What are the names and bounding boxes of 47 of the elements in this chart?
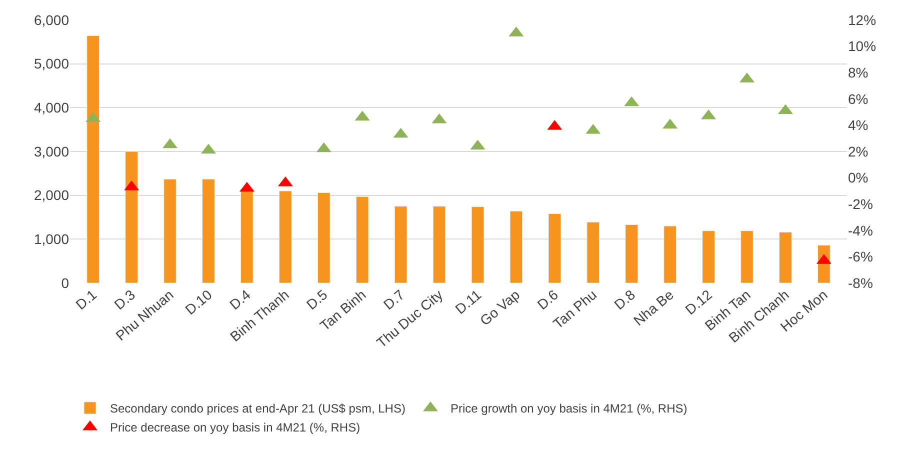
y2-tick-label: 8% — [848, 64, 868, 80]
y2-tick-label: 2% — [848, 143, 868, 160]
y-tick-label: 6,000 — [34, 12, 70, 28]
y2-tick-label: -6% — [848, 248, 873, 265]
y2-tick-label: 6% — [848, 90, 868, 107]
bar — [317, 192, 330, 283]
x-tick-label: D.3 — [110, 286, 138, 313]
x-tick-label: D.5 — [303, 286, 330, 313]
bar — [664, 226, 676, 283]
y2-tick-label: 12% — [848, 12, 876, 28]
y2-tick-label: 4% — [848, 117, 868, 134]
y-tick-label: 0 — [61, 274, 70, 291]
y-tick-label: 2,000 — [34, 187, 70, 204]
y2-tick-label: -4% — [848, 222, 873, 238]
bar — [86, 36, 100, 283]
y2-tick-label: 10% — [848, 38, 876, 54]
legend-label: Price decrease on yoy basis in 4M21 (%, RHS) — [110, 420, 360, 435]
bar — [586, 222, 600, 283]
bar — [240, 188, 254, 283]
y2-tick-label: 0% — [848, 170, 868, 186]
legend-label: Secondary condo prices at end-Apr 21 (US$ psm, LHS) — [110, 402, 406, 416]
bar — [394, 206, 408, 283]
bar — [625, 224, 638, 283]
bar — [702, 230, 715, 283]
x-tick-label: D.6 — [534, 286, 562, 313]
y2-tick-label: -2% — [848, 196, 873, 212]
y2-tick-label: -8% — [848, 274, 873, 291]
x-tick-label: D.1 — [72, 286, 100, 313]
bar — [779, 232, 792, 283]
bar — [548, 213, 562, 283]
bar — [740, 230, 754, 283]
bar — [279, 190, 292, 283]
x-tick-label: D.8 — [611, 286, 638, 313]
bar — [125, 151, 138, 283]
bar — [432, 206, 446, 283]
y-tick-label: 5,000 — [34, 56, 70, 72]
bar — [510, 210, 523, 283]
x-tick-label: D.7 — [380, 286, 408, 313]
bar — [202, 178, 215, 283]
x-tick-label: D.4 — [226, 286, 254, 313]
bar — [356, 196, 369, 283]
bar — [471, 206, 484, 283]
y-tick-label: 4,000 — [34, 100, 70, 116]
y-tick-label: 3,000 — [34, 143, 70, 160]
bar — [164, 178, 176, 283]
y-tick-label: 1,000 — [34, 231, 70, 248]
legend-label: Price growth on yoy basis in 4M21 (%, RHS) — [450, 402, 688, 416]
